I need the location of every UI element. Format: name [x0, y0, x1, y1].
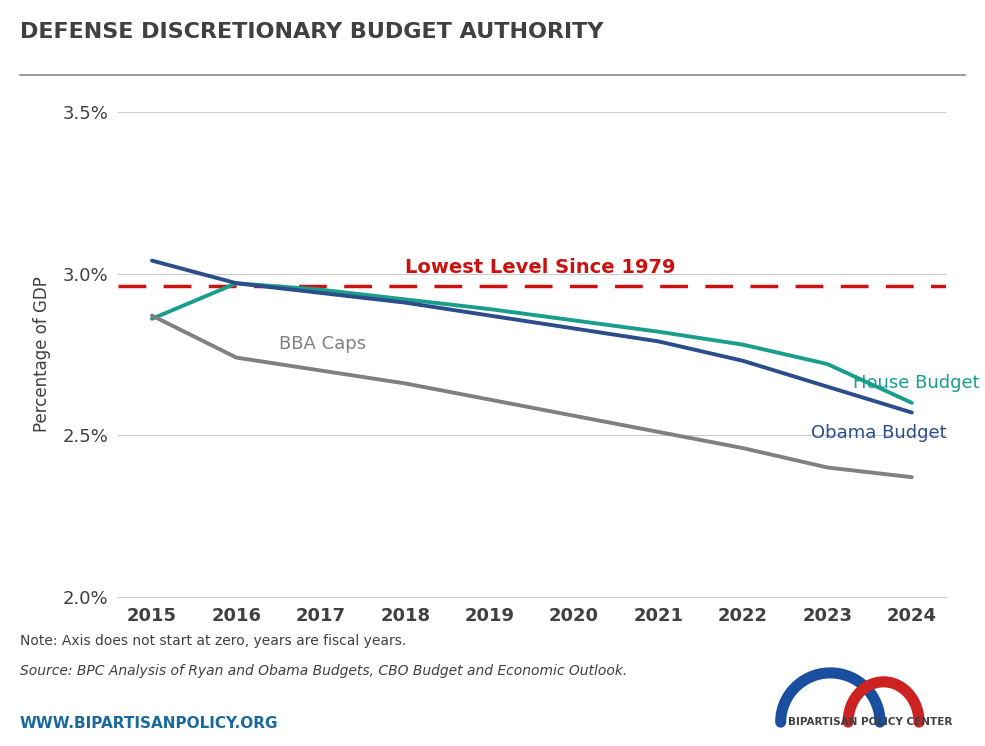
Text: Lowest Level Since 1979: Lowest Level Since 1979	[405, 258, 676, 277]
Text: BBA Caps: BBA Caps	[279, 335, 365, 353]
Text: Note: Axis does not start at zero, years are fiscal years.: Note: Axis does not start at zero, years…	[20, 634, 406, 648]
Text: Source: BPC Analysis of Ryan and Obama Budgets, CBO Budget and Economic Outlook.: Source: BPC Analysis of Ryan and Obama B…	[20, 664, 626, 678]
Text: Obama Budget: Obama Budget	[811, 424, 947, 442]
Y-axis label: Percentage of GDP: Percentage of GDP	[33, 277, 51, 432]
Text: House Budget: House Budget	[853, 374, 979, 392]
Text: BIPARTISAN POLICY CENTER: BIPARTISAN POLICY CENTER	[788, 718, 952, 727]
Text: DEFENSE DISCRETIONARY BUDGET AUTHORITY: DEFENSE DISCRETIONARY BUDGET AUTHORITY	[20, 22, 603, 43]
Text: WWW.BIPARTISANPOLICY.ORG: WWW.BIPARTISANPOLICY.ORG	[20, 716, 278, 731]
